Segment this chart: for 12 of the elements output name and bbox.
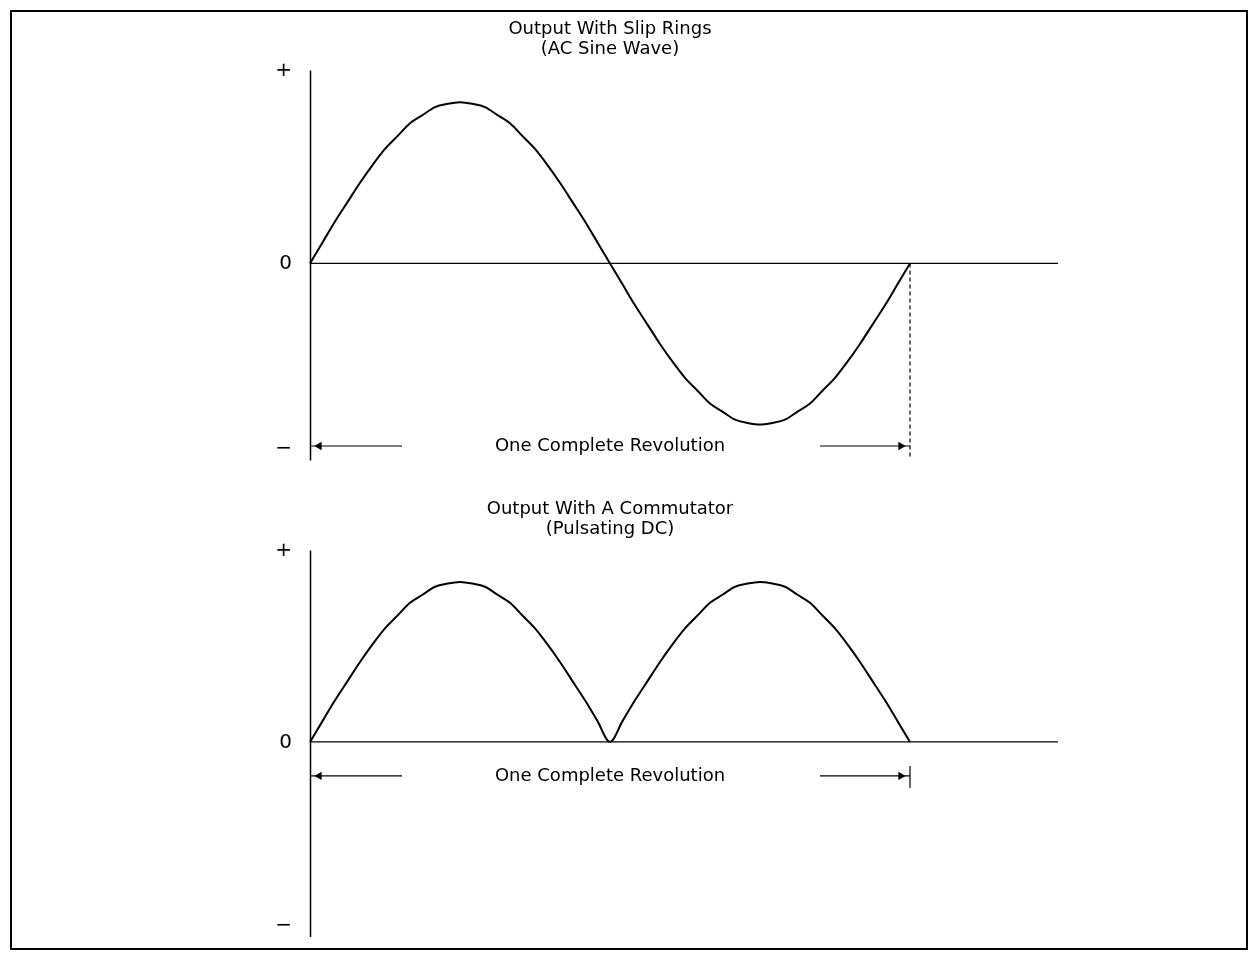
text: One Complete Revolution <box>494 763 726 785</box>
text: 0 <box>279 728 292 753</box>
chart-title: Output With A Commutator <box>486 497 734 518</box>
text: One Complete Revolution <box>494 434 726 455</box>
text: − <box>275 435 292 459</box>
text: − <box>275 912 292 936</box>
text: 0 <box>279 250 292 275</box>
text: + <box>275 537 292 561</box>
chart-subtitle: (AC Sine Wave) <box>540 37 680 58</box>
text: + <box>275 57 292 81</box>
chart-subtitle: (Pulsating DC) <box>545 517 675 538</box>
chart-title: Output With Slip Rings <box>508 17 712 38</box>
